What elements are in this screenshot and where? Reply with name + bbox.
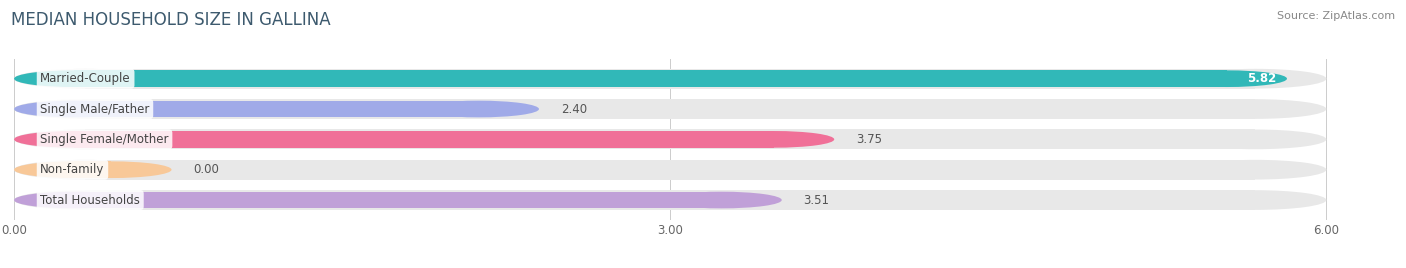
Ellipse shape bbox=[14, 160, 156, 180]
Ellipse shape bbox=[1167, 70, 1286, 87]
Ellipse shape bbox=[14, 99, 156, 119]
Ellipse shape bbox=[1184, 69, 1326, 88]
FancyBboxPatch shape bbox=[86, 69, 1256, 88]
Ellipse shape bbox=[14, 161, 135, 178]
Text: Non-family: Non-family bbox=[41, 163, 104, 176]
Text: 0.00: 0.00 bbox=[194, 163, 219, 176]
Ellipse shape bbox=[51, 161, 172, 178]
Text: 3.75: 3.75 bbox=[856, 133, 882, 146]
Text: Married-Couple: Married-Couple bbox=[41, 72, 131, 85]
FancyBboxPatch shape bbox=[75, 101, 479, 117]
Ellipse shape bbox=[14, 129, 156, 149]
Ellipse shape bbox=[14, 192, 135, 209]
Text: Source: ZipAtlas.com: Source: ZipAtlas.com bbox=[1277, 11, 1395, 21]
Ellipse shape bbox=[1184, 99, 1326, 119]
FancyBboxPatch shape bbox=[75, 192, 721, 209]
FancyBboxPatch shape bbox=[86, 129, 1256, 149]
FancyBboxPatch shape bbox=[86, 99, 1256, 119]
Ellipse shape bbox=[14, 101, 135, 117]
Text: 3.51: 3.51 bbox=[804, 193, 830, 207]
FancyBboxPatch shape bbox=[86, 160, 1256, 180]
Ellipse shape bbox=[1184, 129, 1326, 149]
Text: Total Households: Total Households bbox=[41, 193, 141, 207]
Text: Single Female/Mother: Single Female/Mother bbox=[41, 133, 169, 146]
Text: 2.40: 2.40 bbox=[561, 103, 586, 116]
FancyBboxPatch shape bbox=[86, 190, 1256, 210]
FancyBboxPatch shape bbox=[75, 131, 775, 148]
Ellipse shape bbox=[14, 69, 156, 88]
FancyBboxPatch shape bbox=[75, 161, 111, 178]
Ellipse shape bbox=[661, 192, 782, 209]
Ellipse shape bbox=[419, 101, 538, 117]
Text: MEDIAN HOUSEHOLD SIZE IN GALLINA: MEDIAN HOUSEHOLD SIZE IN GALLINA bbox=[11, 11, 330, 29]
Ellipse shape bbox=[14, 131, 135, 148]
Ellipse shape bbox=[14, 70, 135, 87]
Ellipse shape bbox=[714, 131, 834, 148]
Text: 5.82: 5.82 bbox=[1247, 72, 1277, 85]
Ellipse shape bbox=[1184, 160, 1326, 180]
Text: Single Male/Father: Single Male/Father bbox=[41, 103, 149, 116]
Ellipse shape bbox=[14, 190, 156, 210]
Ellipse shape bbox=[1184, 190, 1326, 210]
FancyBboxPatch shape bbox=[75, 70, 1227, 87]
